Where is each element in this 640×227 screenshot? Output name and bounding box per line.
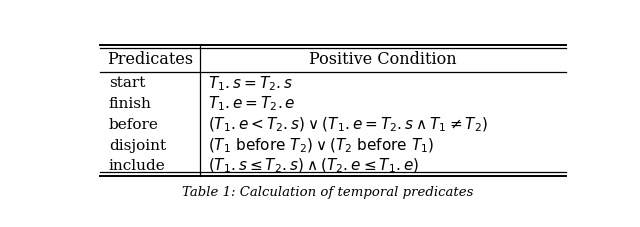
- Text: $(T_1 \mathrm{\ before\ } T_2) \vee (T_2 \mathrm{\ before\ } T_1)$: $(T_1 \mathrm{\ before\ } T_2) \vee (T_2…: [207, 136, 434, 154]
- Text: Predicates: Predicates: [107, 51, 193, 68]
- Text: $(T_1.e < T_2.s) \vee (T_1.e = T_2.s \wedge T_1 \neq T_2)$: $(T_1.e < T_2.s) \vee (T_1.e = T_2.s \we…: [207, 115, 488, 133]
- Text: start: start: [109, 76, 145, 90]
- Text: disjoint: disjoint: [109, 138, 166, 152]
- Text: $T_1.e = T_2.e$: $T_1.e = T_2.e$: [207, 94, 295, 113]
- Text: before: before: [109, 117, 159, 131]
- Text: include: include: [109, 158, 166, 173]
- Text: $T_1.s = T_2.s$: $T_1.s = T_2.s$: [207, 74, 292, 92]
- Text: $(T_1.s \leq T_2.s) \wedge (T_2.e \leq T_1.e)$: $(T_1.s \leq T_2.s) \wedge (T_2.e \leq T…: [207, 156, 419, 175]
- Text: Positive Condition: Positive Condition: [309, 51, 457, 68]
- Text: finish: finish: [109, 97, 152, 111]
- Text: Table 1: Calculation of temporal predicates: Table 1: Calculation of temporal predica…: [182, 185, 474, 198]
